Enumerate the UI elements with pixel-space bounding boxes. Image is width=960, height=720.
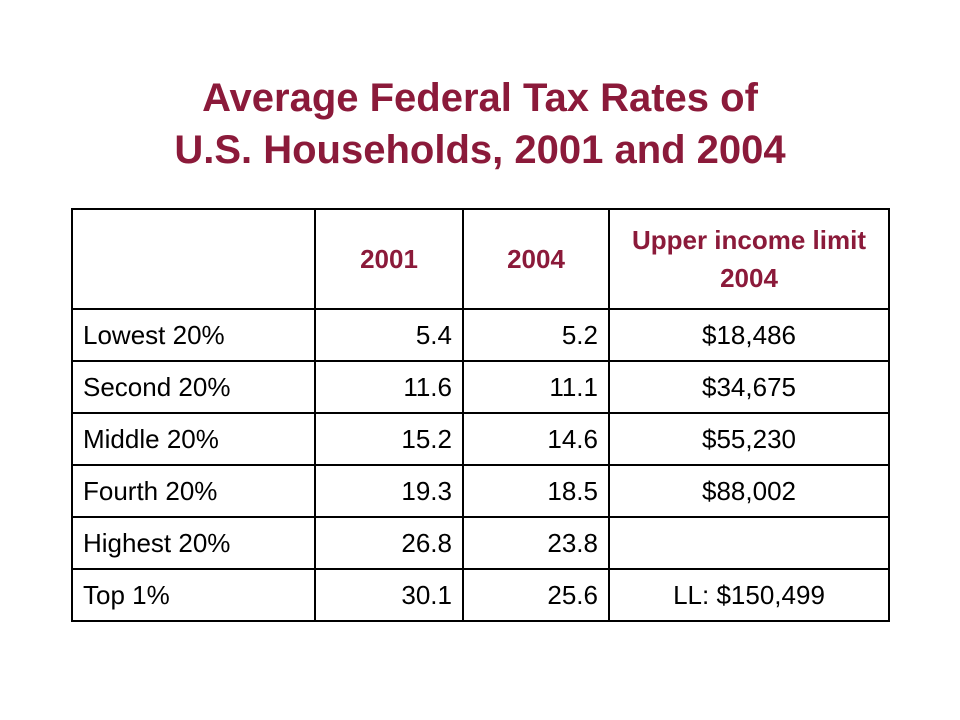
rate-2004: 5.2 xyxy=(462,308,610,362)
rate-2001: 5.4 xyxy=(314,308,464,362)
table-header-row: 2001 2004 Upper income limit 2004 xyxy=(71,208,890,310)
rate-2001: 19.3 xyxy=(314,464,464,518)
rate-2001: 26.8 xyxy=(314,516,464,570)
row-label: Top 1% xyxy=(71,568,316,622)
table-row: Middle 20% 15.2 14.6 $55,230 xyxy=(71,412,890,466)
row-label: Middle 20% xyxy=(71,412,316,466)
rate-2001: 30.1 xyxy=(314,568,464,622)
rate-2004: 14.6 xyxy=(462,412,610,466)
header-upper-income-limit: Upper income limit 2004 xyxy=(608,208,890,310)
income-limit xyxy=(608,516,890,570)
header-2001: 2001 xyxy=(314,208,464,310)
income-limit: LL: $150,499 xyxy=(608,568,890,622)
rate-2001: 15.2 xyxy=(314,412,464,466)
row-label: Second 20% xyxy=(71,360,316,414)
income-limit: $55,230 xyxy=(608,412,890,466)
income-limit: $34,675 xyxy=(608,360,890,414)
income-limit: $88,002 xyxy=(608,464,890,518)
header-empty-cell xyxy=(71,208,316,310)
table-row: Top 1% 30.1 25.6 LL: $150,499 xyxy=(71,568,890,622)
title-line-1: Average Federal Tax Rates of xyxy=(202,76,758,120)
table-row: Fourth 20% 19.3 18.5 $88,002 xyxy=(71,464,890,518)
table-row: Lowest 20% 5.4 5.2 $18,486 xyxy=(71,308,890,362)
table-row: Highest 20% 26.8 23.8 xyxy=(71,516,890,570)
table-row: Second 20% 11.6 11.1 $34,675 xyxy=(71,360,890,414)
rate-2001: 11.6 xyxy=(314,360,464,414)
income-limit: $18,486 xyxy=(608,308,890,362)
row-label: Lowest 20% xyxy=(71,308,316,362)
page-title: Average Federal Tax Rates of U.S. Househ… xyxy=(0,72,960,176)
row-label: Fourth 20% xyxy=(71,464,316,518)
tax-rates-table: 2001 2004 Upper income limit 2004 Lowest… xyxy=(71,208,890,622)
rate-2004: 23.8 xyxy=(462,516,610,570)
rate-2004: 11.1 xyxy=(462,360,610,414)
header-2004: 2004 xyxy=(462,208,610,310)
title-line-2: U.S. Households, 2001 and 2004 xyxy=(174,128,786,172)
rate-2004: 25.6 xyxy=(462,568,610,622)
row-label: Highest 20% xyxy=(71,516,316,570)
rate-2004: 18.5 xyxy=(462,464,610,518)
